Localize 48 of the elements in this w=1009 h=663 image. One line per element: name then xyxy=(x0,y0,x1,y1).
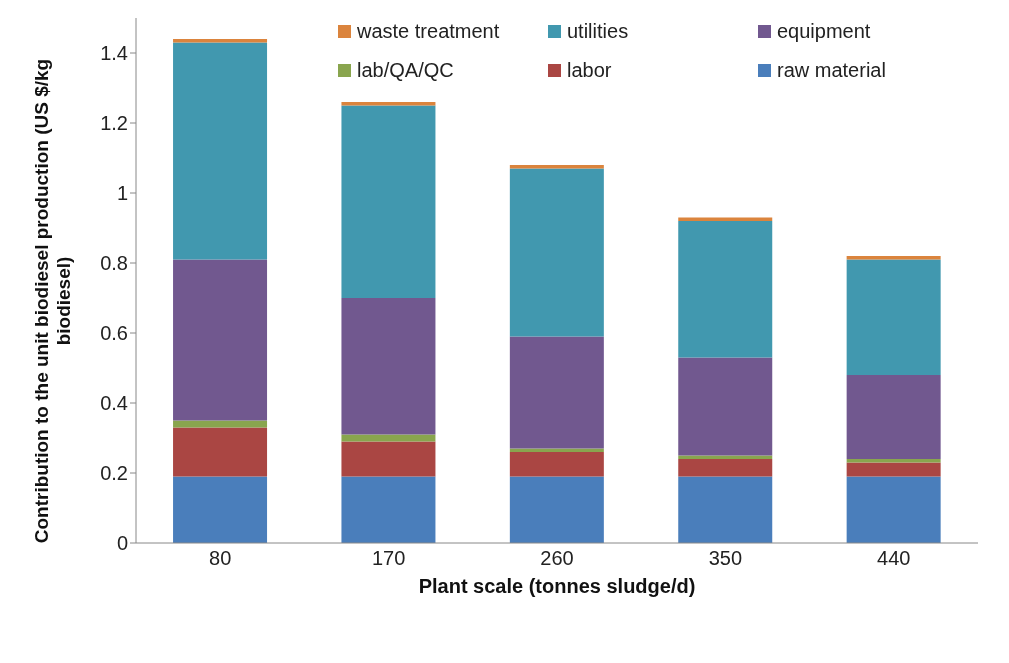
bar xyxy=(846,462,941,477)
y-tick-label: 0.2 xyxy=(100,462,128,485)
bar xyxy=(509,165,604,169)
legend-label: equipment xyxy=(777,20,871,43)
y-tick-label: 1 xyxy=(116,182,128,205)
bar xyxy=(341,434,436,442)
y-axis-title: Contribution to the unit biodiesel production (US $/kg biodiesel) xyxy=(31,57,75,545)
y-tick-label: 1.2 xyxy=(100,112,128,135)
x-tick-label: 170 xyxy=(371,547,406,570)
y-tick-label: 1.4 xyxy=(100,42,128,65)
bar xyxy=(678,476,773,543)
bar xyxy=(678,357,773,456)
x-tick-label: 80 xyxy=(209,547,232,570)
bar xyxy=(173,476,268,543)
bar xyxy=(341,102,436,106)
bar xyxy=(509,452,604,477)
bar xyxy=(846,259,941,375)
bar xyxy=(173,259,268,421)
x-tick-label: 350 xyxy=(708,547,743,570)
y-tick-label: 0.6 xyxy=(100,322,128,345)
bar xyxy=(509,168,604,337)
bar xyxy=(341,476,436,543)
bar xyxy=(173,42,268,260)
bar xyxy=(846,375,941,459)
bar xyxy=(846,256,941,260)
bar xyxy=(509,476,604,543)
bar xyxy=(173,39,268,43)
y-tick-label: 0 xyxy=(116,532,128,555)
bar xyxy=(678,221,773,358)
bar xyxy=(173,420,268,428)
bar xyxy=(846,459,941,463)
bar xyxy=(173,427,268,477)
bar xyxy=(678,459,773,477)
bar xyxy=(341,105,436,298)
x-tick-label: 440 xyxy=(877,547,911,570)
bar xyxy=(509,336,604,449)
bar xyxy=(341,298,436,435)
y-tick-label: 0.8 xyxy=(100,252,128,275)
legend-label: lab/QA/QC xyxy=(357,59,454,82)
legend-label: raw material xyxy=(777,59,886,82)
bar xyxy=(846,476,941,543)
bar xyxy=(341,441,436,477)
legend-label: waste treatment xyxy=(357,20,500,43)
y-tick-label: 0.4 xyxy=(100,392,128,415)
x-axis-title: Plant scale (tonnes sludge/d) xyxy=(418,575,696,597)
legend-label: labor xyxy=(567,59,612,82)
legend-label: utilities xyxy=(567,20,629,43)
x-tick-label: 260 xyxy=(540,547,574,570)
